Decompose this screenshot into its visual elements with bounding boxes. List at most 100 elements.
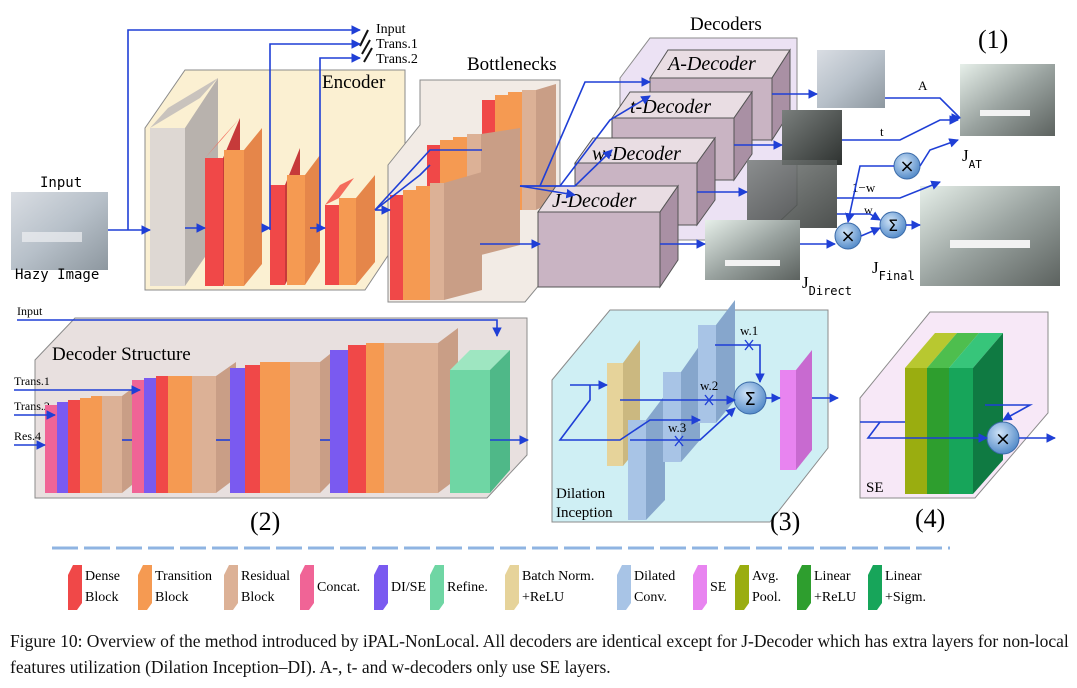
encoder-label: Encoder — [322, 72, 386, 93]
legend-swatch — [300, 565, 314, 610]
panel-3-number: (3) — [770, 507, 800, 536]
panel-4: SE (4) × — [859, 311, 1056, 533]
panel-1: Input Hazy Image Encoder — [11, 14, 1060, 303]
decoders-label: Decoders — [690, 14, 762, 35]
svg-text:×: × — [899, 156, 914, 177]
legend-label: Linear — [885, 569, 922, 584]
legend-item: Concat. — [300, 565, 360, 610]
svg-text:Input: Input — [376, 22, 406, 37]
legend: Block Dense Block Transition Block Residual Co… — [68, 565, 926, 610]
w-map-image — [747, 160, 837, 228]
j-direct-image — [705, 220, 800, 280]
decoder-structure-title: Decoder Structure — [52, 344, 191, 365]
panel-2: Decoder Structure (2) Input Trans.1 Tran… — [14, 304, 529, 536]
a-map-image — [817, 50, 885, 108]
svg-text:t-Decoder: t-Decoder — [630, 96, 711, 118]
svg-text:Res.4: Res.4 — [14, 429, 41, 443]
panel-1-number: (1) — [978, 25, 1008, 54]
legend-label: Dense — [85, 569, 120, 584]
dilation-title-line2: Inception — [556, 505, 613, 521]
legend-label: Avg. — [752, 569, 779, 584]
legend-swatch — [505, 565, 519, 610]
one-minus-w-label: 1−w — [852, 180, 876, 195]
legend-item: +ReLU Linear — [797, 565, 856, 610]
legend-swatch — [868, 565, 882, 610]
legend-swatch — [430, 565, 444, 610]
legend-item: Block Transition — [138, 565, 212, 610]
j-final-image — [920, 186, 1060, 286]
svg-text:Σ: Σ — [888, 216, 898, 235]
legend-item: Refine. — [430, 565, 488, 610]
svg-text:Σ: Σ — [744, 389, 755, 410]
legend-swatch — [735, 565, 749, 610]
panel-4-number: (4) — [915, 504, 945, 533]
legend-swatch — [68, 565, 82, 610]
svg-text:A-Decoder: A-Decoder — [666, 53, 756, 75]
panel-4-connections — [860, 404, 1056, 443]
legend-label: Dilated — [634, 569, 675, 584]
se-title: SE — [866, 480, 884, 496]
legend-item: Conv. Dilated — [617, 565, 675, 610]
svg-text:w.3: w.3 — [668, 420, 686, 435]
svg-text:w-Decoder: w-Decoder — [592, 143, 681, 165]
legend-label-line2: +ReLU — [522, 590, 564, 605]
encoder-output-labels: Input Trans.1 Trans.2 — [376, 22, 418, 67]
legend-swatch — [224, 565, 238, 610]
hazy-image — [11, 192, 108, 270]
j-at-image — [960, 64, 1055, 136]
legend-item: Pool. Avg. — [735, 565, 781, 610]
svg-text:×: × — [840, 226, 855, 247]
legend-item: +ReLU Batch Norm. — [505, 565, 594, 610]
bottleneck-blocks — [390, 84, 556, 300]
legend-swatch — [693, 565, 707, 610]
encoder-dense-1 — [205, 118, 262, 286]
j-direct-label: JDirect — [802, 273, 852, 298]
legend-label-line2: +ReLU — [814, 590, 856, 605]
svg-text:Trans.1: Trans.1 — [376, 37, 418, 52]
svg-text:w.1: w.1 — [740, 323, 758, 338]
legend-swatch — [797, 565, 811, 610]
legend-label-line2: Pool. — [752, 590, 781, 605]
svg-text:Trans.2: Trans.2 — [14, 399, 50, 413]
legend-label: SE — [710, 580, 726, 595]
panel-2-input-labels: Input Trans.1 Trans.2 Res.4 — [14, 304, 50, 443]
dilation-title-line1: Dilation — [556, 486, 606, 502]
decoder-blocks — [45, 328, 510, 493]
t-map-label: t — [880, 124, 884, 139]
dilation-weight-labels: w.1 w.2 w.3 — [668, 323, 758, 435]
se-blocks — [905, 333, 1003, 494]
legend-label: Linear — [814, 569, 851, 584]
hazy-image-label: Hazy Image — [15, 267, 99, 283]
bottlenecks-label: Bottlenecks — [467, 54, 557, 75]
legend-item: Block Dense — [68, 565, 120, 610]
a-map-label: A — [918, 78, 928, 93]
legend-label-line2: Block — [241, 590, 274, 605]
j-decoder: J-Decoder — [537, 184, 679, 289]
svg-text:×: × — [995, 428, 1011, 450]
legend-label: DI/SE — [391, 580, 426, 595]
legend-label: Batch Norm. — [522, 569, 594, 584]
legend-item: DI/SE — [374, 565, 426, 610]
panel-2-number: (2) — [250, 507, 280, 536]
legend-item: Block Residual — [224, 565, 290, 610]
j-at-label: JAT — [962, 146, 982, 171]
legend-label-line2: +Sigm. — [885, 590, 926, 605]
panel-1-connections — [108, 25, 961, 249]
svg-text:Input: Input — [17, 304, 43, 318]
legend-label: Transition — [155, 569, 212, 584]
panel-3: Dilation Inception (3) Σ w.1 w.2 w.3 — [551, 300, 839, 536]
legend-item: +Sigm. Linear — [868, 565, 926, 610]
legend-label-line2: Block — [85, 590, 118, 605]
svg-text:Trans.1: Trans.1 — [14, 374, 50, 388]
legend-swatch — [374, 565, 388, 610]
j-final-label: JFinal — [872, 258, 915, 283]
svg-text:Trans.2: Trans.2 — [376, 52, 418, 67]
legend-label: Refine. — [447, 580, 488, 595]
panel-3-connections — [558, 344, 839, 441]
svg-text:w.2: w.2 — [700, 378, 718, 393]
t-map-image — [782, 110, 842, 165]
legend-label-line2: Block — [155, 590, 188, 605]
figure-caption: Figure 10: Overview of the method introd… — [10, 631, 1069, 677]
legend-swatch — [138, 565, 152, 610]
